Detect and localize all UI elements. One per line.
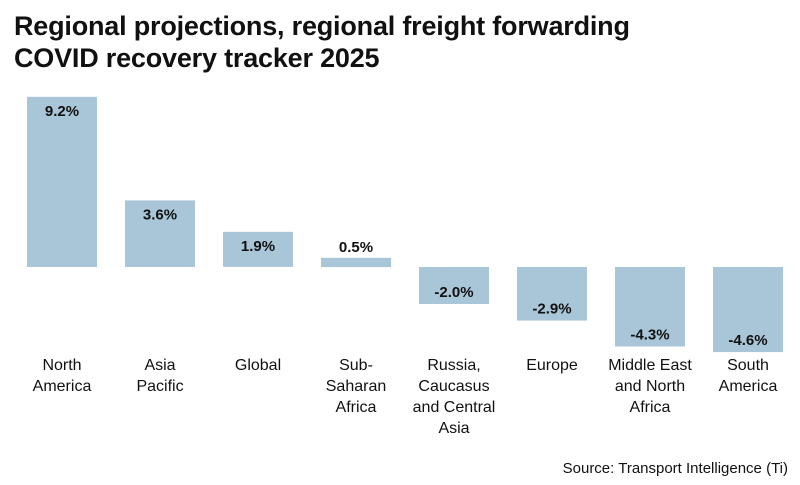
- category-label-0: North America: [33, 357, 92, 395]
- value-label-2: 1.9%: [241, 238, 275, 255]
- bar-4: [419, 267, 489, 304]
- category-label-7: South America: [719, 357, 778, 395]
- value-label-6: -4.3%: [630, 327, 669, 344]
- bar-3: [321, 257, 391, 268]
- bar-2: [223, 231, 293, 267]
- category-label-6: Middle East and North Africa: [608, 357, 692, 416]
- value-label-5: -2.9%: [532, 301, 571, 318]
- chart-title-line-2: COVID recovery tracker 2025: [14, 43, 380, 73]
- category-label-1: Asia Pacific: [136, 357, 183, 395]
- bar-6: [615, 267, 685, 347]
- bar-0: [27, 96, 97, 267]
- bar-1: [125, 200, 195, 267]
- category-label-4: Russia, Caucasus and Central Asia: [413, 357, 496, 437]
- value-label-0: 9.2%: [45, 103, 79, 120]
- value-label-4: -2.0%: [434, 284, 473, 301]
- bar-5: [517, 267, 587, 321]
- value-label-1: 3.6%: [143, 206, 177, 223]
- category-label-3: Sub-Saharan Africa: [326, 357, 387, 416]
- value-label-3: 0.5%: [339, 239, 373, 256]
- bar-7: [713, 267, 783, 353]
- value-label-7: -4.6%: [728, 332, 767, 349]
- chart-title: Regional projections, regional freight f…: [14, 10, 774, 74]
- chart-title-line-1: Regional projections, regional freight f…: [14, 11, 630, 41]
- source-note: Source: Transport Intelligence (Ti): [562, 460, 788, 477]
- category-label-2: Global: [235, 357, 281, 374]
- category-label-5: Europe: [526, 357, 578, 374]
